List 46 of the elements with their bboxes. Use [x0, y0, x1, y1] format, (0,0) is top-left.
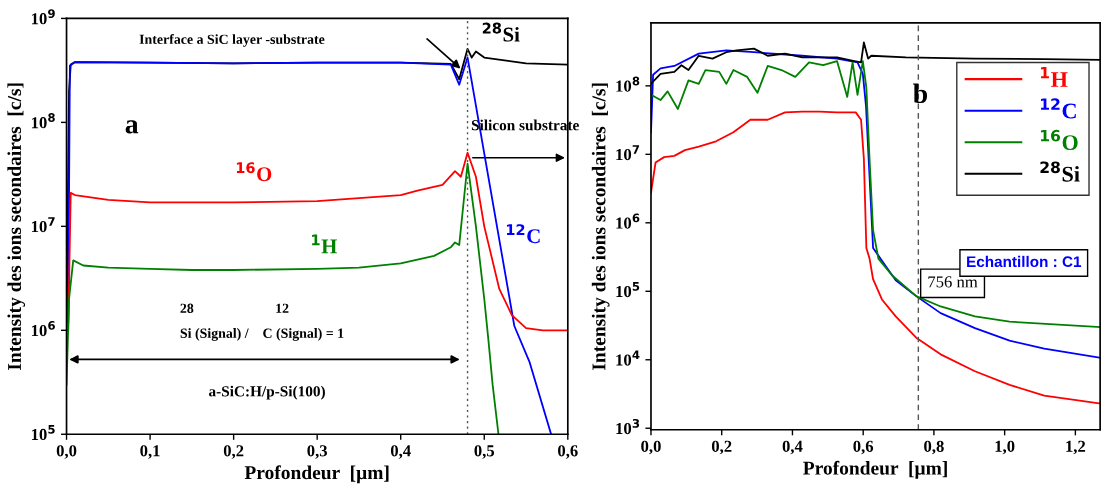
- annotation: a: [125, 120, 139, 134]
- y-tick-label: 10$^{3}$: [616, 418, 640, 435]
- x-tick-label: 0,8: [924, 440, 944, 455]
- annotation: a-SiC:H/p-Si(100): [208, 385, 325, 400]
- x-tick-label: 0,4: [390, 445, 411, 459]
- legend-label: $^{1}$H: [1040, 66, 1068, 87]
- y-tick-label: 10$^{8}$: [31, 113, 55, 129]
- x-tick-label: 1,2: [1066, 440, 1086, 455]
- series-label: $^{1}$H: [312, 234, 338, 254]
- x-tick-label: 0,3: [307, 445, 328, 459]
- y-tick-label: 10$^{5}$: [31, 425, 55, 441]
- x-tick-label: 0,4: [782, 440, 803, 455]
- x-tick-label: 0,2: [223, 445, 244, 459]
- x-tick-label: 0,6: [558, 445, 578, 459]
- x-axis-title: Profondeur [µm]: [803, 460, 947, 479]
- y-tick-label: 10$^{5}$: [616, 282, 640, 298]
- annotation: 28: [180, 303, 194, 313]
- y-axis-title: Intensity des ions secondaires [c/s]: [7, 83, 26, 370]
- annotation: Echantillon : C1: [967, 255, 1082, 268]
- x-tick-label: 0,0: [641, 440, 661, 455]
- series-label: $^{28}$Si: [482, 22, 520, 42]
- annotation: Si (Signal) / C (Signal) = 1: [180, 328, 344, 341]
- x-tick-label: 0,2: [711, 440, 732, 455]
- y-tick-label: 10$^{6}$: [616, 213, 640, 229]
- x-tick-label: 0,0: [56, 445, 77, 459]
- x-tick-label: 0,5: [474, 445, 495, 459]
- y-tick-label: 10$^{4}$: [616, 350, 640, 366]
- legend-label: $^{16}$O: [1040, 129, 1078, 151]
- legend-label: $^{28}$Si: [1040, 161, 1080, 182]
- y-axis-title: Intensity des ions secondaires [c/s]: [591, 83, 610, 370]
- ref-line-label: 756 nm: [928, 276, 978, 288]
- annotation: Interface a SiC layer -substrate: [139, 34, 325, 47]
- y-tick-label: 10$^{9}$: [31, 9, 55, 25]
- x-tick-label: 0,1: [140, 445, 160, 459]
- x-axis-title: Profondeur [µm]: [244, 465, 389, 484]
- x-tick-label: 0,6: [853, 440, 874, 455]
- annotation: b: [913, 83, 928, 104]
- y-tick-label: 10$^{7}$: [616, 145, 640, 161]
- y-tick-label: 10$^{8}$: [616, 76, 640, 92]
- annotation: 12: [276, 303, 289, 313]
- y-tick-label: 10$^{7}$: [31, 217, 55, 233]
- series-label: $^{16}$O: [236, 162, 272, 182]
- y-tick-label: 10$^{6}$: [31, 321, 55, 337]
- series-label: $^{12}$C: [506, 224, 540, 244]
- legend-label: $^{12}$C: [1040, 98, 1076, 119]
- x-tick-label: 1,0: [995, 440, 1015, 455]
